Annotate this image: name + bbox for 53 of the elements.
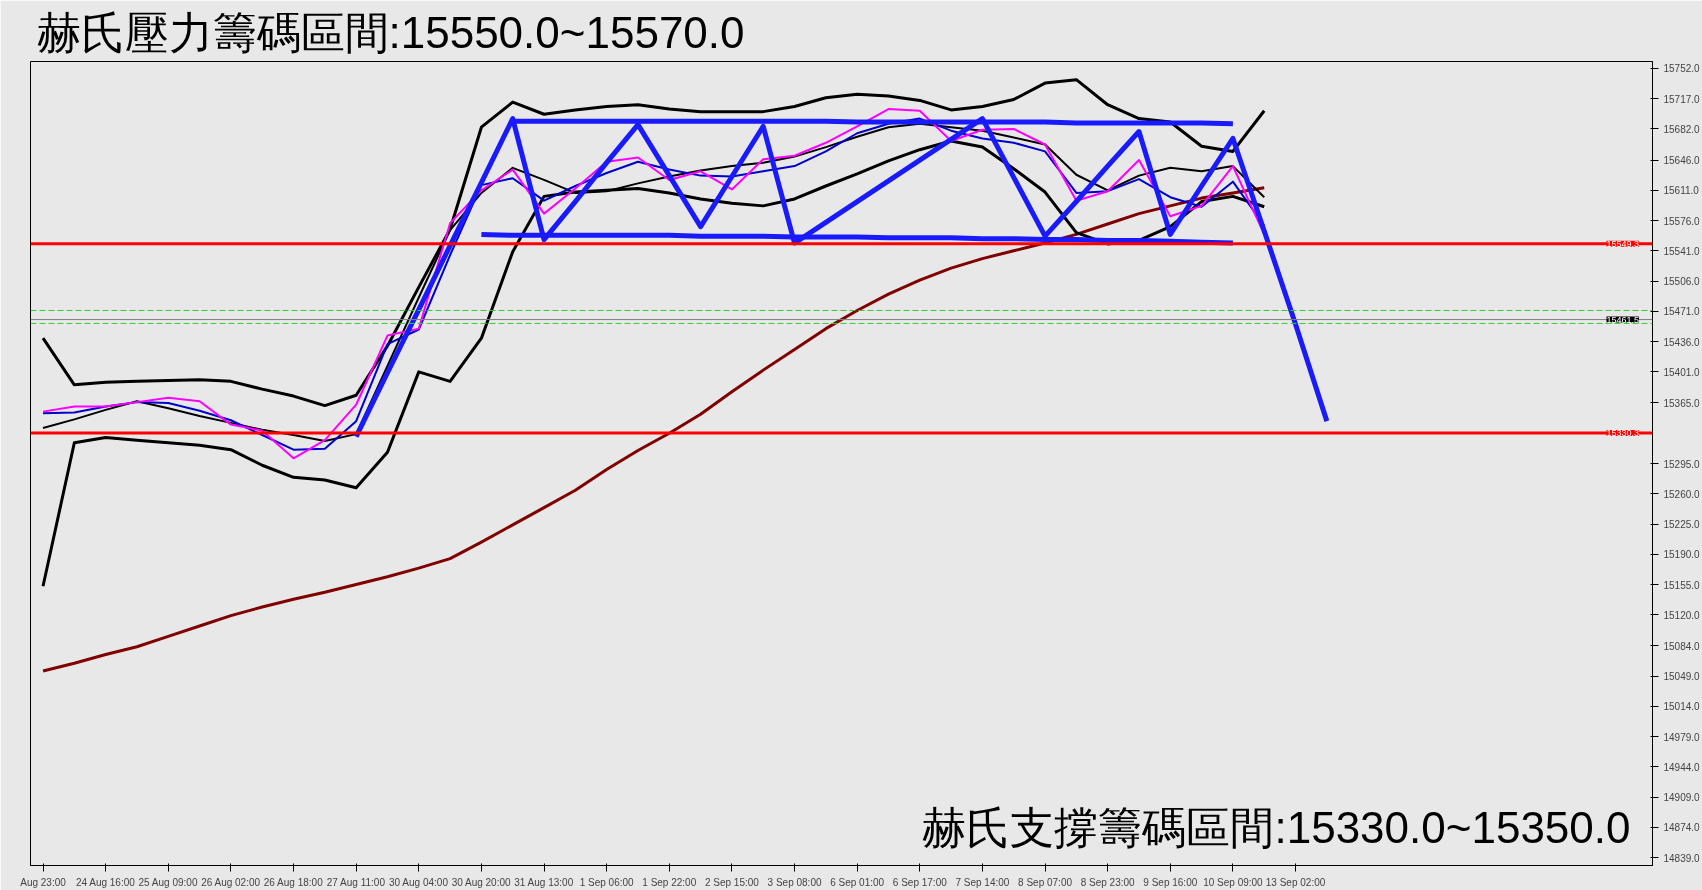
y-tick-label: 15295.0: [1663, 458, 1701, 470]
y-tick-label: 15365.0: [1663, 397, 1701, 409]
y-tick-label: 14979.0: [1663, 731, 1701, 743]
y-tick-label: 15471.0: [1663, 306, 1701, 318]
x-tick-label: 1 Sep 06:00: [579, 876, 635, 888]
y-tick-label: 15717.0: [1663, 93, 1701, 105]
y-tick-label: 14944.0: [1663, 761, 1701, 773]
y-tick-label: 15611.0: [1663, 185, 1700, 197]
x-tick-label: 10 Sep 09:00: [1203, 876, 1264, 888]
y-tick-label: 14909.0: [1663, 792, 1701, 804]
y-tick-label: 15049.0: [1663, 671, 1701, 683]
x-tick-label: 25 Aug 09:00: [138, 876, 198, 888]
x-tick-label: 6 Sep 01:00: [830, 876, 885, 888]
y-tick-label: 15190.0: [1663, 549, 1701, 561]
y-tick-label: 15682.0: [1663, 123, 1701, 135]
x-tick-label: 3 Sep 08:00: [767, 876, 822, 888]
y-tick-label: 14874.0: [1663, 822, 1701, 834]
x-tick-label: 31 Aug 13:00: [514, 876, 574, 888]
x-tick-label: 13 Sep 02:00: [1265, 876, 1326, 888]
y-tick-label: 14839.0: [1663, 852, 1701, 864]
x-tick-label: 8 Sep 07:00: [1018, 876, 1073, 888]
x-tick-label: Aug 23:00: [20, 876, 67, 888]
line-series: [41, 186, 1266, 673]
ref-line-label: 15549.3: [1606, 238, 1640, 249]
y-tick-label: 15120.0: [1663, 609, 1701, 621]
x-tick-label: 24 Aug 16:00: [75, 876, 136, 888]
y-tick-label: 15576.0: [1663, 215, 1701, 227]
x-tick-label: 30 Aug 20:00: [451, 876, 512, 888]
x-tick-label: 26 Aug 18:00: [263, 876, 324, 888]
x-tick-label: 8 Sep 23:00: [1080, 876, 1136, 888]
y-tick-label: 15225.0: [1663, 519, 1701, 531]
y-tick-label: 15436.0: [1663, 336, 1701, 348]
y-tick-label: 15541.0: [1663, 245, 1701, 257]
ref-line-label: 15330.3: [1606, 427, 1640, 438]
y-tick-label: 15155.0: [1663, 579, 1701, 591]
y-tick-label: 15506.0: [1663, 276, 1701, 288]
x-tick-label: 2 Sep 15:00: [704, 876, 760, 888]
y-tick-label: 15260.0: [1663, 488, 1701, 500]
x-tick-label: 1 Sep 22:00: [642, 876, 697, 888]
x-tick-label: 30 Aug 04:00: [389, 876, 449, 888]
chart-title: 赫氏壓力籌碼區間:15550.0~15570.0: [36, 7, 745, 57]
x-tick-label: 26 Aug 02:00: [201, 876, 261, 888]
x-tick-label: 6 Sep 17:00: [892, 876, 948, 888]
annotation: 赫氏支撐籌碼區間:15330.0~15350.0: [922, 802, 1631, 852]
x-tick-label: 9 Sep 16:00: [1143, 876, 1198, 888]
y-tick-label: 15401.0: [1663, 366, 1701, 378]
y-tick-label: 15014.0: [1663, 701, 1701, 713]
y-tick-label: 15646.0: [1663, 155, 1701, 167]
ref-line-label: 15461.5: [1606, 314, 1640, 325]
x-tick-label: 27 Aug 11:00: [326, 876, 386, 888]
y-tick-label: 15084.0: [1663, 640, 1701, 652]
y-tick-label: 15752.0: [1663, 63, 1701, 75]
x-tick-label: 7 Sep 14:00: [955, 876, 1010, 888]
